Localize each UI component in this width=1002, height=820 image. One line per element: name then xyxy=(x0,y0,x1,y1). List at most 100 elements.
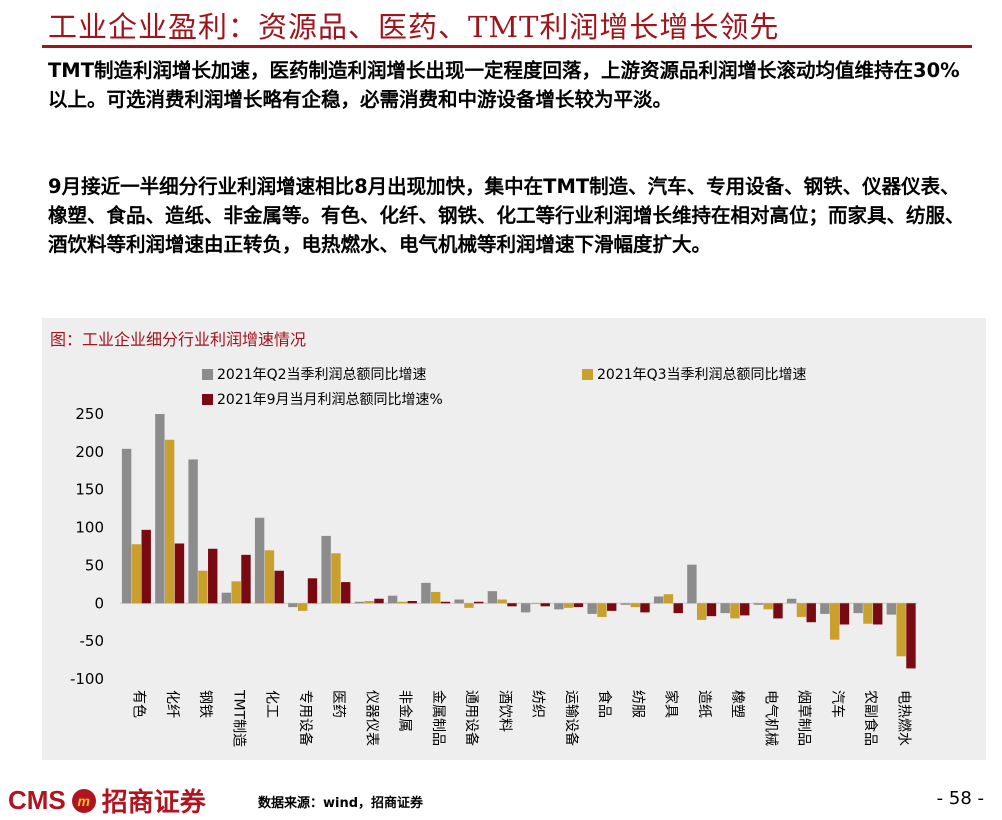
bar-series1 xyxy=(820,603,830,614)
bar-series2 xyxy=(896,603,906,657)
bar-series1 xyxy=(886,603,897,615)
y-tick-label: -50 xyxy=(80,632,105,650)
bar-series2 xyxy=(497,599,507,604)
bar-series2 xyxy=(297,603,308,611)
bar-series1 xyxy=(254,517,265,604)
bar-series1 xyxy=(221,592,232,604)
bar-series3 xyxy=(640,603,650,613)
bar-series2 xyxy=(696,603,707,620)
bar-series2 xyxy=(763,603,773,610)
bar-series2 xyxy=(829,603,840,640)
bar-series2 xyxy=(430,591,441,604)
slide-title: 工业企业盈利：资源品、医药、TMT利润增长增长领先 xyxy=(48,10,780,44)
bar-series3 xyxy=(440,601,451,604)
bar-series2 xyxy=(131,544,142,604)
bar-series3 xyxy=(174,543,185,604)
category-label: 运输设备 xyxy=(563,690,580,746)
y-tick-label: 150 xyxy=(75,481,104,499)
y-tick-label: -100 xyxy=(70,670,104,688)
category-label: 橡塑 xyxy=(729,690,745,718)
category-label: 专用设备 xyxy=(297,690,314,746)
category-label: 金属制品 xyxy=(430,690,446,746)
bar-series1 xyxy=(155,414,165,604)
y-tick-label: 50 xyxy=(85,556,104,574)
category-label: 钢铁 xyxy=(197,690,213,718)
category-label: 仪器仪表 xyxy=(363,690,379,746)
bar-series3 xyxy=(208,548,218,604)
bar-series2 xyxy=(164,439,175,604)
bar-series3 xyxy=(573,603,584,608)
legend-item-sep: 2021年9月当月利润总额同比增速% xyxy=(202,389,443,409)
category-label: TMT制造 xyxy=(230,689,246,747)
bar-series1 xyxy=(387,595,398,604)
bar-series1 xyxy=(121,448,132,604)
bar-series3 xyxy=(607,603,617,611)
bar-series3 xyxy=(906,603,916,669)
logo-mark-icon: m xyxy=(71,788,96,813)
category-label: 有色 xyxy=(131,690,148,718)
category-label: 医药 xyxy=(330,690,346,718)
category-label: 非金属 xyxy=(397,690,413,732)
bar-series3 xyxy=(341,582,351,604)
bar-series2 xyxy=(863,603,873,624)
bar-series3 xyxy=(740,603,750,616)
bar-series2 xyxy=(231,581,241,604)
category-label: 农副食品 xyxy=(862,690,879,746)
category-label: 家具 xyxy=(663,690,680,718)
logo-text: CMS xyxy=(8,785,66,815)
paragraph-2: 9月接近一半细分行业利润增速相比8月出现加快，集中在TMT制造、汽车、专用设备、… xyxy=(48,175,965,256)
y-tick-label: 0 xyxy=(94,594,104,612)
chart-panel: 图：工业企业细分行业利润增速情况 2021年Q2当季利润总额同比增速 2021年… xyxy=(42,318,986,760)
bar-series2 xyxy=(796,603,807,617)
category-label: 造纸 xyxy=(696,690,712,718)
legend-swatch-q3 xyxy=(582,368,593,380)
category-label: 通用设备 xyxy=(463,690,480,746)
y-tick-label: 100 xyxy=(75,519,104,537)
category-label: 化纤 xyxy=(164,690,180,718)
bar-series2 xyxy=(364,601,374,604)
bar-series3 xyxy=(374,598,384,604)
bar-series1 xyxy=(587,603,597,614)
bar-series1 xyxy=(487,591,498,604)
legend-item-q3: 2021年Q3当季利润总额同比增速 xyxy=(582,364,807,384)
category-label: 烟草制品 xyxy=(796,690,812,746)
bar-series3 xyxy=(507,603,517,607)
bar-series1 xyxy=(620,603,631,605)
company-logo: CMS m 招商证券 xyxy=(8,782,206,819)
category-label: 食品 xyxy=(596,690,613,718)
chart-title: 图：工业企业细分行业利润增速情况 xyxy=(50,330,307,349)
bar-series1 xyxy=(321,535,331,604)
data-source: 数据来源：wind，招商证券 xyxy=(258,796,424,811)
bar-series3 xyxy=(773,603,783,619)
legend-swatch-sep xyxy=(202,393,213,405)
bar-series3 xyxy=(307,578,318,604)
bar-series1 xyxy=(554,603,564,610)
category-label: 纺服 xyxy=(629,690,645,718)
bar-series3 xyxy=(241,554,251,604)
bar-series2 xyxy=(464,603,474,608)
category-label: 电气机械 xyxy=(762,690,778,746)
bar-series2 xyxy=(397,601,408,604)
bar-series2 xyxy=(663,594,674,604)
bar-series1 xyxy=(421,582,431,604)
bar-series1 xyxy=(853,603,863,614)
category-label: 电热燃水 xyxy=(895,690,912,746)
bar-series2 xyxy=(630,603,640,608)
y-tick-label: 250 xyxy=(75,405,104,423)
page-number: - 58 - xyxy=(936,788,984,809)
bar-series3 xyxy=(706,603,717,617)
bar-series2 xyxy=(530,603,541,605)
bar-series3 xyxy=(274,570,284,604)
legend-label-sep: 2021年9月当月利润总额同比增速% xyxy=(217,392,443,408)
bar-series1 xyxy=(720,603,730,614)
legend-swatch-q2 xyxy=(202,368,213,380)
bar-series3 xyxy=(540,603,550,607)
bar-series2 xyxy=(198,570,208,604)
bar-series1 xyxy=(786,598,797,604)
category-label: 汽车 xyxy=(829,690,846,718)
bar-series1 xyxy=(354,601,365,604)
y-tick-label: 200 xyxy=(75,443,104,461)
bar-series3 xyxy=(407,601,417,604)
bar-series3 xyxy=(873,603,883,625)
bar-series1 xyxy=(687,564,697,604)
